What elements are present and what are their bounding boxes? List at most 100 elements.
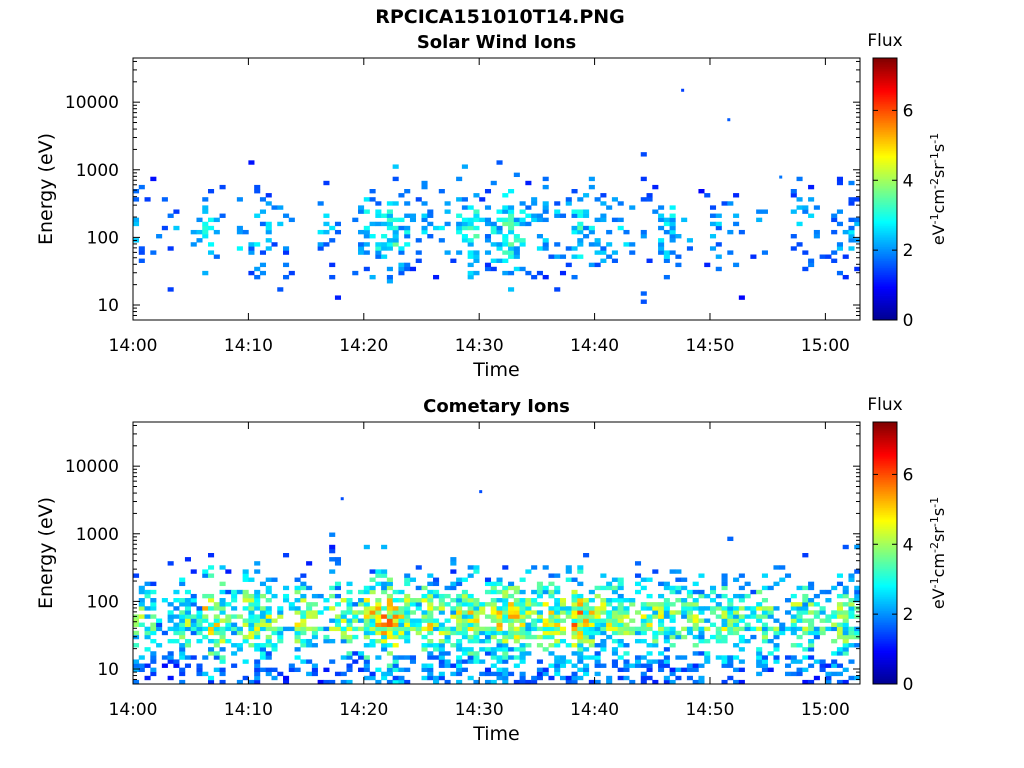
heatmap-cell <box>208 189 215 194</box>
heatmap-cell <box>138 655 145 660</box>
heatmap-cell <box>479 659 486 664</box>
heatmap-cell <box>513 589 520 595</box>
heatmap-cell <box>381 573 388 578</box>
colorbar-segment <box>873 213 897 216</box>
x-axis-label: Time <box>472 359 520 381</box>
heatmap-cell <box>323 638 330 644</box>
heatmap-cell <box>219 184 226 190</box>
heatmap-cell <box>277 221 284 227</box>
y-axis-label: Energy (eV) <box>35 497 57 609</box>
heatmap-cell <box>259 626 267 632</box>
heatmap-cell <box>294 655 301 660</box>
heatmap-cell <box>427 638 434 644</box>
heatmap-cell <box>496 659 503 664</box>
heatmap-cell <box>277 630 284 636</box>
heatmap-cell <box>606 610 613 615</box>
heatmap-cell <box>484 217 492 223</box>
heatmap-cell <box>467 238 474 243</box>
heatmap-cell <box>369 234 376 239</box>
heatmap-cell <box>508 287 515 292</box>
heatmap-cell <box>825 626 832 632</box>
heatmap-cell <box>323 213 330 218</box>
y-tick-label: 10 <box>97 296 119 316</box>
colorbar-segment <box>873 311 897 314</box>
heatmap-cell <box>473 610 480 615</box>
heatmap-cell <box>559 638 567 644</box>
heatmap-cell <box>208 679 215 685</box>
heatmap-cell <box>317 679 324 685</box>
panel2-title: Cometary Ions <box>423 396 570 417</box>
heatmap-cell <box>490 221 497 227</box>
heatmap-cell <box>738 573 745 578</box>
colorbar-segment <box>873 518 897 521</box>
heatmap-cell <box>836 663 843 668</box>
heatmap-cell <box>202 197 209 202</box>
heatmap-cell <box>652 610 659 615</box>
heatmap-cell <box>490 225 497 231</box>
heatmap-cell <box>496 217 503 223</box>
heatmap-cell <box>259 593 267 599</box>
heatmap-cell <box>698 638 705 644</box>
heatmap-cell <box>404 634 411 640</box>
heatmap-cell <box>398 618 405 623</box>
heatmap-cell <box>669 671 676 677</box>
heatmap-cell <box>854 598 861 603</box>
heatmap-cell <box>675 569 682 574</box>
heatmap-cell <box>808 610 815 615</box>
heatmap-cell <box>346 606 353 611</box>
colorbar-segment <box>873 101 897 104</box>
heatmap-cell <box>536 217 543 223</box>
heatmap-cell <box>150 659 157 664</box>
heatmap-cell <box>669 250 676 255</box>
heatmap-cell <box>144 663 151 668</box>
colorbar-segment <box>873 227 897 230</box>
heatmap-cell <box>583 667 590 673</box>
heatmap-cell <box>421 643 428 648</box>
heatmap-cell <box>519 618 526 623</box>
heatmap-cell <box>588 242 595 247</box>
heatmap-cell <box>225 589 232 595</box>
heatmap-cell <box>496 671 503 677</box>
heatmap-cell <box>242 634 249 640</box>
heatmap-cell <box>271 626 278 632</box>
heatmap-cell <box>854 643 861 648</box>
colorbar-segment <box>873 248 897 251</box>
heatmap-cell <box>681 577 688 582</box>
heatmap-cell <box>369 643 376 648</box>
colorbar-segment <box>873 568 897 571</box>
heatmap-cell <box>242 618 249 623</box>
heatmap-cell <box>283 675 290 681</box>
colorbar-segment <box>873 649 897 652</box>
heatmap-cell <box>588 630 595 636</box>
heatmap-cell <box>277 610 284 615</box>
heatmap-cell <box>294 585 301 591</box>
colorbar-segment <box>873 628 897 631</box>
heatmap-cell <box>681 634 688 640</box>
heatmap-cell <box>208 598 215 603</box>
heatmap-cell <box>508 189 515 194</box>
heatmap-cell <box>346 602 353 607</box>
heatmap-cell <box>583 626 590 632</box>
heatmap-cell <box>173 663 180 668</box>
heatmap-cell <box>669 205 676 210</box>
heatmap-cell <box>767 606 774 611</box>
heatmap-cell <box>773 581 780 587</box>
heatmap-cell <box>577 647 584 652</box>
colorbar-segment <box>873 626 897 629</box>
heatmap-cell <box>438 602 445 607</box>
heatmap-cell <box>623 622 630 627</box>
colorbar-segment <box>873 279 897 282</box>
heatmap-cell <box>652 634 659 640</box>
colorbar-segment <box>873 187 897 190</box>
heatmap-cell <box>750 589 757 595</box>
heatmap-cell <box>565 201 572 206</box>
colorbar-segment <box>873 619 897 622</box>
colorbar-segment <box>873 647 897 650</box>
heatmap-cell <box>381 614 388 619</box>
heatmap-cell <box>502 667 509 673</box>
heatmap-cell <box>236 225 243 231</box>
heatmap-cell <box>640 176 647 182</box>
colorbar-segment <box>873 271 897 274</box>
heatmap-cell <box>796 585 803 591</box>
heatmap-cell <box>536 585 543 591</box>
